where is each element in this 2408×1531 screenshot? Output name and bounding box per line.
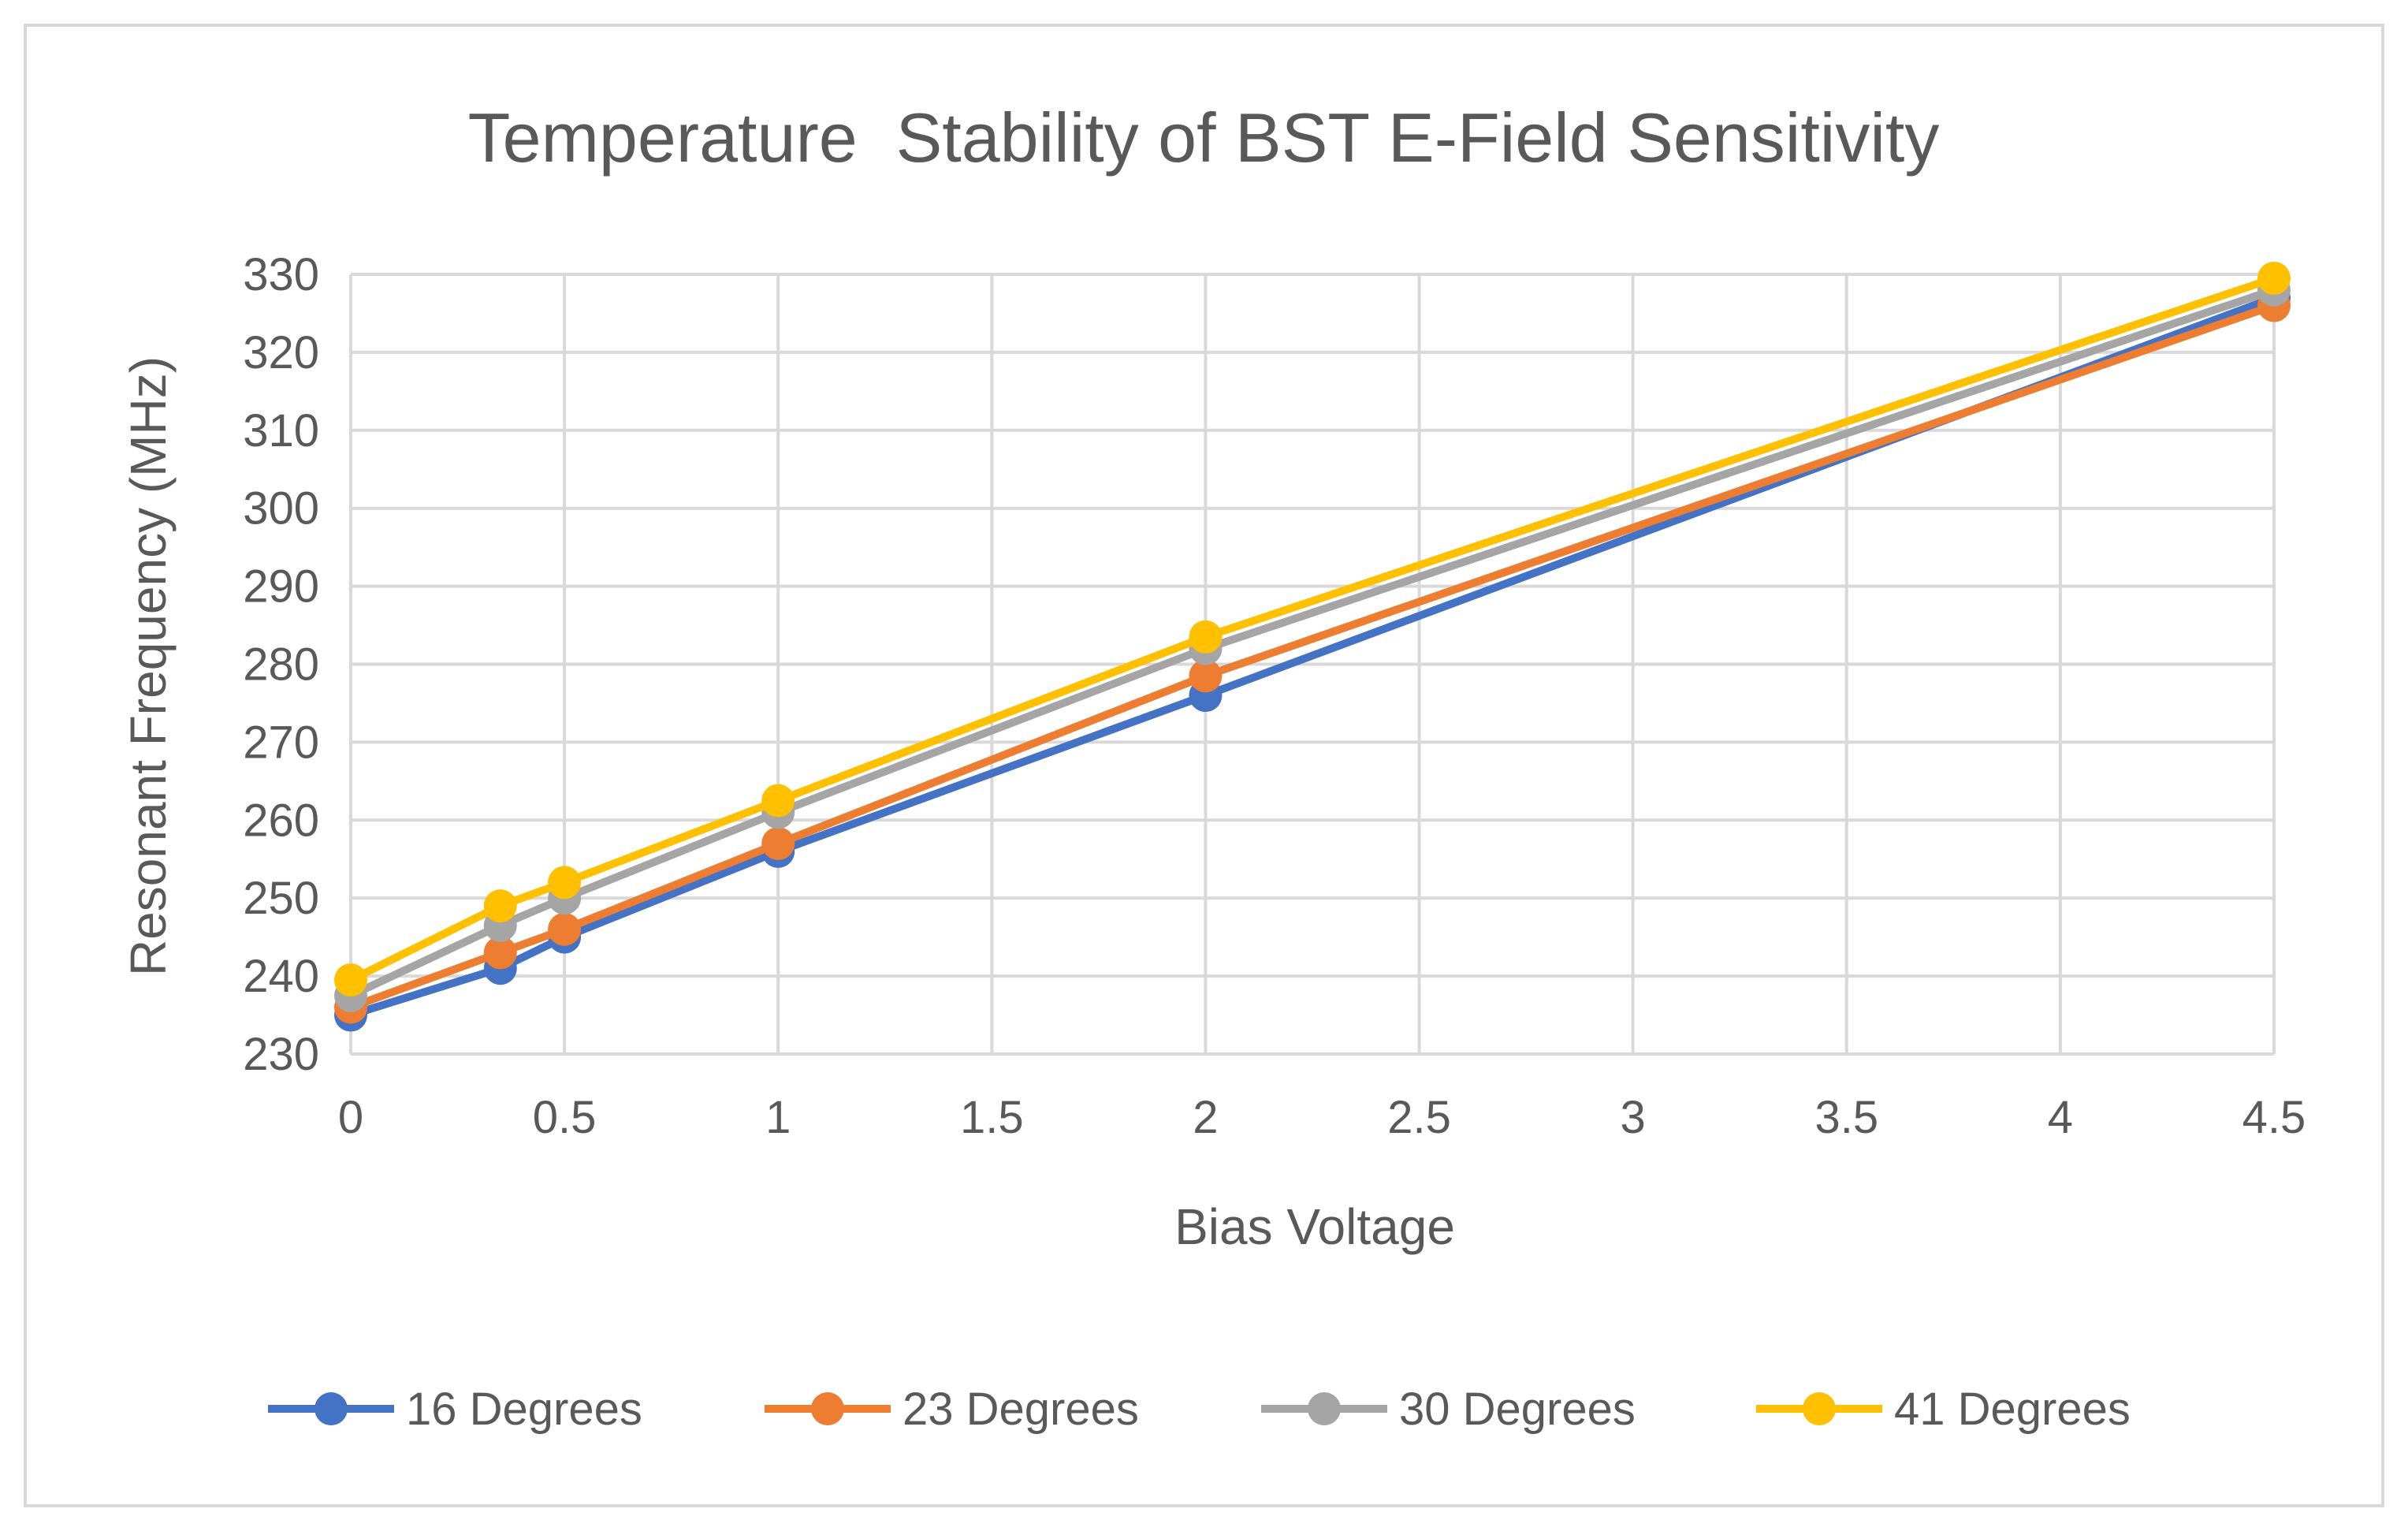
y-tick-label: 270 xyxy=(243,717,319,768)
data-point xyxy=(1189,659,1223,693)
data-point xyxy=(2257,261,2291,295)
y-tick-label: 240 xyxy=(243,951,319,1002)
series-lines xyxy=(334,261,2291,1032)
data-point xyxy=(1189,620,1223,654)
legend-label: 30 Degrees xyxy=(1399,1384,1636,1435)
data-point xyxy=(483,889,517,923)
x-axis-ticks: 0 0.5 1 1.5 2 2.5 3 3.5 4 4.5 xyxy=(338,1092,2306,1143)
y-tick-label: 250 xyxy=(243,873,319,924)
legend-label: 23 Degrees xyxy=(903,1384,1139,1435)
grid xyxy=(349,273,2276,1056)
y-tick-label: 310 xyxy=(243,405,319,456)
x-tick-label: 4 xyxy=(2048,1092,2073,1143)
data-point xyxy=(761,826,795,860)
y-tick-label: 280 xyxy=(243,639,319,691)
series-line xyxy=(347,301,2278,1011)
y-axis-label: Resonant Frequency (MHz) xyxy=(120,356,177,976)
chart-title: Temperature Stability of BST E-Field Sen… xyxy=(468,99,1940,177)
x-tick-label: 3.5 xyxy=(1814,1092,1878,1143)
x-tick-label: 1 xyxy=(765,1092,791,1143)
y-tick-label: 230 xyxy=(243,1029,319,1080)
x-axis-label: Bias Voltage xyxy=(1174,1198,1455,1255)
legend-swatch-marker xyxy=(314,1392,348,1425)
y-tick-label: 330 xyxy=(243,249,319,300)
y-tick-label: 300 xyxy=(243,483,319,535)
legend-item: 23 Degrees xyxy=(765,1384,1139,1435)
legend-swatch-marker xyxy=(811,1392,844,1425)
y-tick-label: 320 xyxy=(243,327,319,378)
legend: 16 Degrees 23 Degrees 30 Degrees 41 Degrees xyxy=(268,1384,2131,1435)
y-tick-label: 260 xyxy=(243,795,319,846)
series-line xyxy=(347,274,2278,985)
x-tick-label: 2 xyxy=(1193,1092,1218,1143)
x-tick-label: 2.5 xyxy=(1387,1092,1451,1143)
x-tick-label: 3 xyxy=(1621,1092,1646,1143)
legend-swatch-marker xyxy=(1308,1392,1341,1425)
data-point xyxy=(334,963,367,997)
x-tick-label: 0.5 xyxy=(533,1092,597,1143)
legend-label: 41 Degrees xyxy=(1894,1384,2131,1435)
series-16-degrees xyxy=(334,281,2291,1032)
legend-swatch-marker xyxy=(1803,1392,1836,1425)
data-point xyxy=(761,784,795,818)
legend-item: 41 Degrees xyxy=(1756,1384,2131,1435)
series-41-degrees xyxy=(334,261,2291,997)
legend-label: 16 Degrees xyxy=(406,1384,642,1435)
data-point xyxy=(483,936,517,970)
y-axis-ticks: 230 240 250 260 270 280 290 300 310 320 330 xyxy=(243,249,319,1080)
legend-item: 30 Degrees xyxy=(1261,1384,1636,1435)
series-line xyxy=(347,293,2278,1019)
legend-item: 16 Degrees xyxy=(268,1384,642,1435)
series-line xyxy=(347,285,2278,1000)
data-point xyxy=(548,912,582,946)
y-tick-label: 290 xyxy=(243,561,319,613)
x-tick-label: 0 xyxy=(338,1092,363,1143)
x-tick-label: 1.5 xyxy=(960,1092,1024,1143)
x-tick-label: 4.5 xyxy=(2242,1092,2306,1143)
data-point xyxy=(548,866,582,900)
